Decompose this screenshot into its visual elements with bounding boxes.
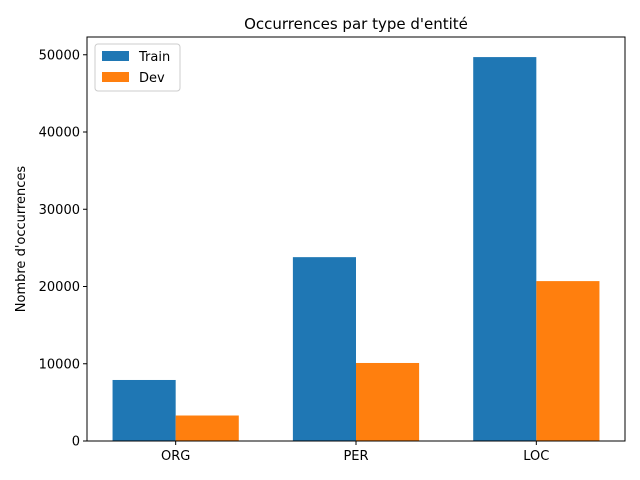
y-tick-label: 0: [72, 435, 80, 450]
y-tick-label: 20000: [39, 280, 80, 295]
legend-label-train: Train: [138, 50, 170, 65]
x-tick-label: PER: [343, 449, 368, 464]
y-axis-title: Nombre d'occurrences: [14, 166, 29, 313]
y-axis: 0 10000 20000 30000 40000 50000: [39, 48, 87, 450]
plot-frame: [86, 36, 626, 442]
bar-train-org: [112, 379, 176, 441]
bar-train-loc: [473, 57, 537, 441]
y-tick-label: 40000: [39, 126, 80, 141]
bars-group: [112, 57, 600, 441]
x-tick-label: LOC: [523, 449, 549, 464]
y-tick-label: 50000: [39, 48, 80, 63]
bar-dev-per: [356, 362, 420, 441]
bar-dev-loc: [536, 281, 600, 441]
bar-train-per: [292, 257, 356, 441]
x-axis: ORG PER LOC: [161, 441, 549, 464]
x-tick-label: ORG: [161, 449, 190, 464]
y-tick-label: 30000: [39, 203, 80, 218]
chart-title: Occurrences par type d'entité: [244, 15, 468, 33]
legend-swatch-dev: [102, 72, 129, 82]
legend: Train Dev: [94, 43, 181, 92]
bar-dev-org: [175, 415, 239, 441]
y-tick-label: 10000: [39, 357, 80, 372]
legend-swatch-train: [102, 51, 129, 61]
legend-label-dev: Dev: [139, 71, 165, 86]
